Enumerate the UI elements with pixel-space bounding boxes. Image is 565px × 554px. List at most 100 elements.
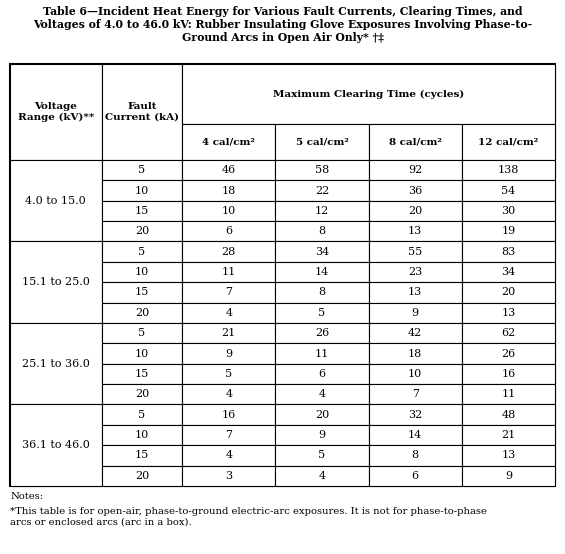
Bar (275, 364, 368, 384)
Text: 30: 30 (501, 206, 515, 216)
Text: 5: 5 (319, 450, 325, 460)
Bar (102, 343, 182, 364)
Bar (102, 323, 182, 343)
Bar (182, 323, 275, 343)
Bar (462, 262, 555, 282)
Text: 21: 21 (221, 328, 236, 338)
Bar (182, 425, 275, 445)
Bar (102, 445, 182, 465)
Bar (275, 465, 368, 486)
Text: 14: 14 (408, 430, 422, 440)
Bar (102, 201, 182, 221)
Text: 5 cal/cm²: 5 cal/cm² (295, 137, 349, 146)
Bar (182, 445, 275, 465)
Text: 55: 55 (408, 247, 422, 257)
Bar (462, 323, 555, 343)
Bar (368, 282, 462, 302)
Text: 4: 4 (225, 389, 232, 399)
Bar (275, 425, 368, 445)
Bar (102, 181, 182, 201)
Bar (368, 262, 462, 282)
Text: Voltage
Range (kV)**: Voltage Range (kV)** (18, 102, 94, 122)
Text: 4: 4 (319, 471, 325, 481)
Text: 6: 6 (412, 471, 419, 481)
Text: 7: 7 (412, 389, 419, 399)
Text: 32: 32 (408, 410, 422, 420)
Text: 20: 20 (315, 410, 329, 420)
Bar (368, 465, 462, 486)
Text: *This table is for open-air, phase-to-ground electric-arc exposures. It is not f: *This table is for open-air, phase-to-gr… (10, 507, 487, 526)
Bar (182, 343, 275, 364)
Bar (275, 221, 368, 242)
Text: 11: 11 (315, 348, 329, 358)
Text: 36: 36 (408, 186, 422, 196)
Text: 18: 18 (408, 348, 422, 358)
Bar (462, 425, 555, 445)
Text: 10: 10 (135, 186, 149, 196)
Bar (368, 425, 462, 445)
Bar (368, 404, 462, 425)
Text: 9: 9 (225, 348, 232, 358)
Bar (275, 343, 368, 364)
Text: 5: 5 (138, 328, 145, 338)
Text: 15: 15 (135, 369, 149, 379)
Bar (275, 323, 368, 343)
Bar (102, 221, 182, 242)
Text: 4 cal/cm²: 4 cal/cm² (202, 137, 255, 146)
Bar (182, 124, 275, 160)
Bar (275, 124, 368, 160)
Text: 5: 5 (319, 308, 325, 318)
Text: 4.0 to 15.0: 4.0 to 15.0 (25, 196, 86, 206)
Text: 16: 16 (221, 410, 236, 420)
Text: 13: 13 (408, 227, 422, 237)
Text: 5: 5 (138, 410, 145, 420)
Bar (182, 160, 275, 181)
Bar (462, 404, 555, 425)
Bar (275, 282, 368, 302)
Text: 26: 26 (501, 348, 515, 358)
Bar (182, 364, 275, 384)
Bar (462, 160, 555, 181)
Bar (10, 64, 555, 486)
Text: 22: 22 (315, 186, 329, 196)
Bar (102, 262, 182, 282)
Text: 25.1 to 36.0: 25.1 to 36.0 (22, 359, 90, 369)
Text: 15: 15 (135, 206, 149, 216)
Text: 8: 8 (319, 288, 325, 297)
Text: 46: 46 (221, 165, 236, 175)
Bar (368, 364, 462, 384)
Bar (182, 302, 275, 323)
Bar (102, 465, 182, 486)
Text: 5: 5 (225, 369, 232, 379)
Text: 13: 13 (501, 450, 515, 460)
Text: 12: 12 (315, 206, 329, 216)
Bar (275, 201, 368, 221)
Bar (368, 343, 462, 364)
Bar (462, 181, 555, 201)
Text: 34: 34 (315, 247, 329, 257)
Bar (368, 124, 462, 160)
Bar (275, 160, 368, 181)
Text: 6: 6 (225, 227, 232, 237)
Text: 10: 10 (135, 267, 149, 277)
Text: 8: 8 (412, 450, 419, 460)
Bar (10, 242, 102, 323)
Bar (368, 221, 462, 242)
Text: 16: 16 (501, 369, 515, 379)
Text: 13: 13 (408, 288, 422, 297)
Text: 26: 26 (315, 328, 329, 338)
Text: 83: 83 (501, 247, 515, 257)
Bar (368, 323, 462, 343)
Bar (462, 384, 555, 404)
Text: 20: 20 (135, 471, 149, 481)
Bar (102, 64, 182, 160)
Text: 36.1 to 46.0: 36.1 to 46.0 (22, 440, 90, 450)
Text: Maximum Clearing Time (cycles): Maximum Clearing Time (cycles) (273, 89, 464, 99)
Bar (462, 201, 555, 221)
Bar (368, 384, 462, 404)
Bar (462, 221, 555, 242)
Bar (368, 242, 462, 262)
Bar (462, 302, 555, 323)
Text: 18: 18 (221, 186, 236, 196)
Bar (102, 160, 182, 181)
